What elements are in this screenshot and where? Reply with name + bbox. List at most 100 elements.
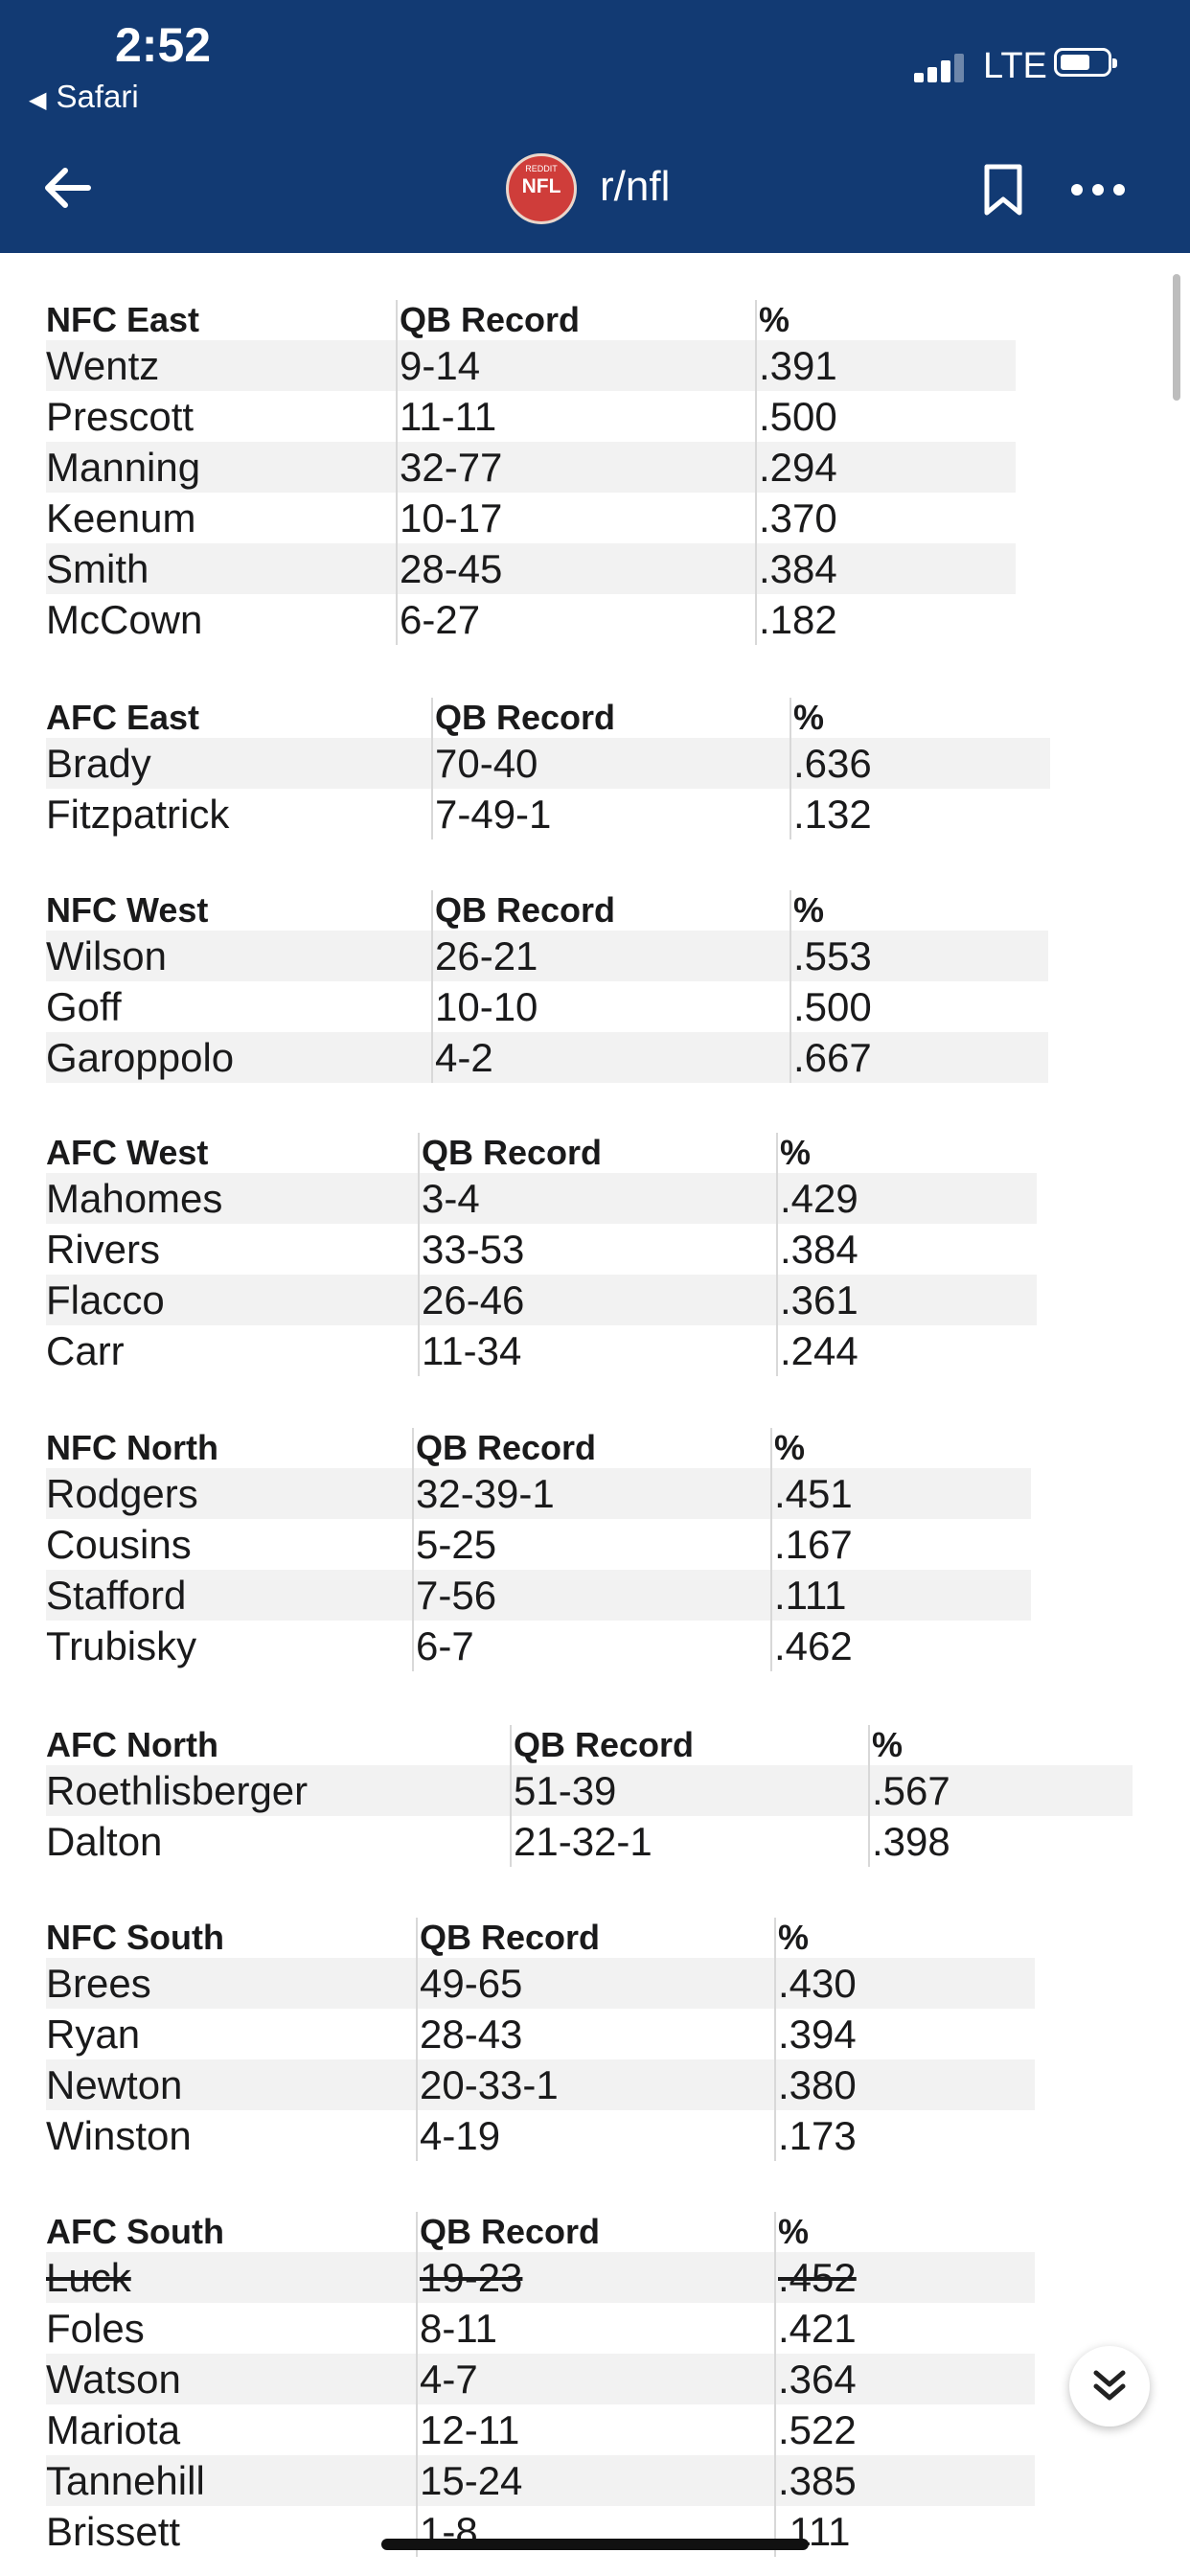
win-percent: .173	[774, 2110, 857, 2161]
win-percent: .380	[774, 2059, 857, 2110]
table-row: Brees 49-65 .430	[46, 1958, 1035, 2009]
qb-name: Goff	[46, 984, 122, 1029]
back-to-safari-link[interactable]: ◀ Safari	[29, 79, 139, 115]
table-row: Goff 10-10 .500	[46, 981, 1048, 1032]
table-row: Prescott 11-11 .500	[46, 391, 1016, 442]
division-table: AFC East QB Record% Brady 70-40.636 Fitzpatr…	[46, 698, 1050, 840]
win-percent: .462	[770, 1621, 853, 1671]
qb-name: Foles	[46, 2306, 145, 2351]
win-percent: .451	[770, 1468, 853, 1519]
win-percent: .421	[774, 2303, 857, 2354]
qb-name: Ryan	[46, 2012, 141, 2057]
win-percent: .452	[774, 2252, 857, 2303]
back-triangle-icon: ◀	[29, 87, 47, 113]
table-row: Smith 28-45 .384	[46, 543, 1016, 594]
win-percent: .182	[755, 594, 837, 645]
qb-record: 33-53	[418, 1224, 524, 1275]
win-percent: .398	[868, 1816, 950, 1867]
division-name: NFC South	[46, 1918, 224, 1957]
qb-record: 8-11	[416, 2303, 497, 2354]
qb-record: 28-45	[396, 543, 502, 594]
table-header: AFC East QB Record%	[46, 698, 1050, 738]
division-name: AFC East	[46, 698, 200, 737]
qb-name: Garoppolo	[46, 1035, 235, 1080]
subreddit-logo[interactable]: REDDIT NFL	[506, 153, 577, 224]
win-percent: .500	[790, 981, 872, 1032]
win-percent: .522	[774, 2404, 857, 2455]
table-row: Keenum 10-17 .370	[46, 493, 1016, 543]
table-row: Cousins 5-25 .167	[46, 1519, 1031, 1570]
qb-name: Smith	[46, 546, 149, 591]
win-percent: .361	[776, 1275, 858, 1325]
status-time: 2:52	[115, 18, 212, 72]
qb-record: 26-46	[418, 1275, 524, 1325]
qb-record: 7-56	[412, 1570, 496, 1621]
subreddit-title[interactable]: r/nfl	[600, 163, 671, 210]
win-percent: .391	[755, 340, 837, 391]
header-qb-record: QB Record	[510, 1725, 694, 1765]
home-indicator[interactable]	[381, 2539, 809, 2550]
win-percent: .384	[776, 1224, 858, 1275]
table-row: Roethlisberger 51-39 .567	[46, 1765, 1133, 1816]
qb-name: Rivers	[46, 1227, 161, 1272]
qb-name: Fitzpatrick	[46, 792, 230, 837]
header-percent: %	[755, 300, 790, 340]
qb-record: 28-43	[416, 2009, 522, 2059]
table-header: NFC North QB Record%	[46, 1428, 1031, 1468]
division-table: NFC North QB Record% Rodgers 32-39-1.451 Cou…	[46, 1428, 1031, 1671]
table-header: AFC North QB Record%	[46, 1725, 1133, 1765]
qb-name: Wentz	[46, 343, 160, 388]
win-percent: .364	[774, 2354, 857, 2404]
win-percent: .385	[774, 2455, 857, 2506]
win-percent: .384	[755, 543, 837, 594]
qb-record: 10-10	[431, 981, 538, 1032]
table-row: Luck 19-23 .452	[46, 2252, 1035, 2303]
logo-text: NFL	[521, 175, 561, 197]
qb-record: 51-39	[510, 1765, 616, 1816]
table-row: Ryan 28-43 .394	[46, 2009, 1035, 2059]
qb-record: 19-23	[416, 2252, 522, 2303]
division-table: AFC South QB Record% Luck 19-23 .452 Foles 8-1…	[46, 2212, 1035, 2557]
qb-name: Carr	[46, 1328, 125, 1373]
table-header: AFC South QB Record%	[46, 2212, 1035, 2252]
table-row: McCown 6-27 .182	[46, 594, 1016, 645]
win-percent: .167	[770, 1519, 853, 1570]
header-percent: %	[774, 1918, 809, 1958]
qb-name: Roethlisberger	[46, 1768, 309, 1813]
division-table: NFC South QB Record% Brees 49-65 .430 Ryan 28-…	[46, 1918, 1035, 2161]
qb-name: Brees	[46, 1961, 151, 2006]
header-qb-record: QB Record	[431, 698, 615, 738]
table-row: Watson 4-7 .364	[46, 2354, 1035, 2404]
win-percent: .132	[790, 789, 872, 840]
qb-name: Tannehill	[46, 2458, 205, 2503]
win-percent: .430	[774, 1958, 857, 2009]
win-percent: .244	[776, 1325, 858, 1376]
qb-record: 7-49-1	[431, 789, 551, 840]
qb-name: Dalton	[46, 1819, 163, 1864]
division-table: NFC West QB Record% Wilson 26-21 .553 Goff 10-…	[46, 890, 1048, 1083]
win-percent: .553	[790, 931, 872, 981]
qb-name: Luck	[46, 2255, 131, 2300]
scrollbar[interactable]	[1173, 274, 1180, 401]
back-arrow-icon[interactable]	[40, 161, 94, 215]
table-row: Flacco 26-46 .361	[46, 1275, 1037, 1325]
qb-record: 4-7	[416, 2354, 478, 2404]
table-row: Stafford 7-56 .111	[46, 1570, 1031, 1621]
qb-name: Newton	[46, 2062, 183, 2107]
table-row: Wilson 26-21 .553	[46, 931, 1048, 981]
jump-down-button[interactable]	[1069, 2346, 1150, 2426]
bookmark-icon[interactable]	[982, 163, 1024, 217]
table-row: Manning 32-77 .294	[46, 442, 1016, 493]
table-row: Winston 4-19 .173	[46, 2110, 1035, 2161]
win-percent: .370	[755, 493, 837, 543]
post-content: NFC East QB Record% Wentz 9-14 .391 Prescott 1…	[0, 253, 1190, 2576]
more-options-icon[interactable]	[1071, 184, 1129, 197]
table-row: Brady 70-40 .636	[46, 738, 1050, 789]
table-row: Dalton 21-32-1 .398	[46, 1816, 1133, 1867]
qb-record: 4-19	[416, 2110, 500, 2161]
qb-record: 70-40	[431, 738, 538, 789]
qb-name: Watson	[46, 2357, 181, 2402]
qb-record: 10-17	[396, 493, 502, 543]
qb-name: Prescott	[46, 394, 195, 439]
division-name: NFC North	[46, 1428, 218, 1467]
